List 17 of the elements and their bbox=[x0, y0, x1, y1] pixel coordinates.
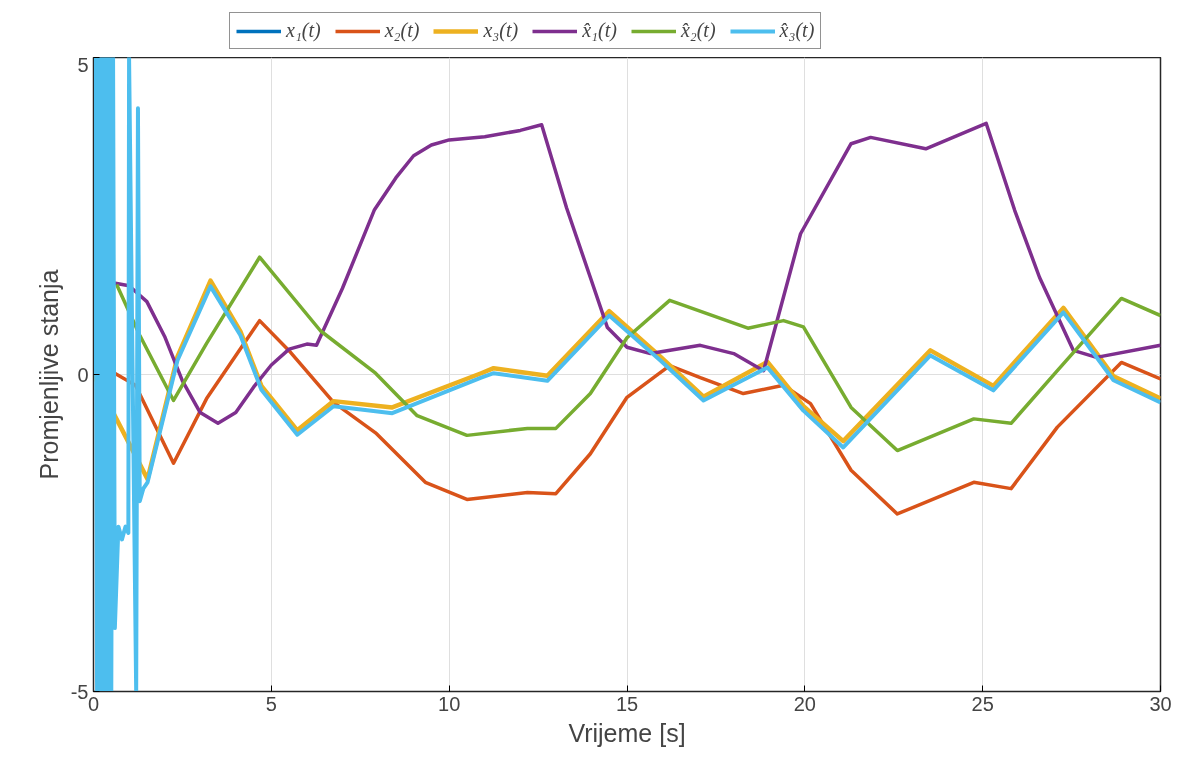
x-tick-label: 10 bbox=[438, 692, 461, 715]
x-tick-label: 30 bbox=[1149, 692, 1172, 715]
legend-label: x̂₃(t) bbox=[779, 19, 815, 42]
y-tick-label: -5 bbox=[70, 680, 89, 703]
legend-label: x̂₁(t) bbox=[582, 19, 617, 42]
y-tick-label: 5 bbox=[77, 53, 89, 76]
y-tick-label: 0 bbox=[77, 363, 89, 386]
y-axis-title: Promjenljive stanja bbox=[34, 269, 63, 480]
legend-label: x₁(t) bbox=[286, 19, 321, 42]
legend-label: x₃(t) bbox=[483, 19, 519, 42]
x-tick-label: 5 bbox=[265, 692, 277, 715]
x-tick-label: 15 bbox=[615, 692, 639, 715]
x-axis-title: Vrijeme [s] bbox=[568, 718, 686, 747]
x-tick-label: 20 bbox=[793, 692, 816, 715]
x-tick-label: 25 bbox=[971, 692, 994, 715]
legend-label: x̂₂(t) bbox=[680, 19, 716, 42]
legend-label: x₂(t) bbox=[384, 19, 420, 42]
